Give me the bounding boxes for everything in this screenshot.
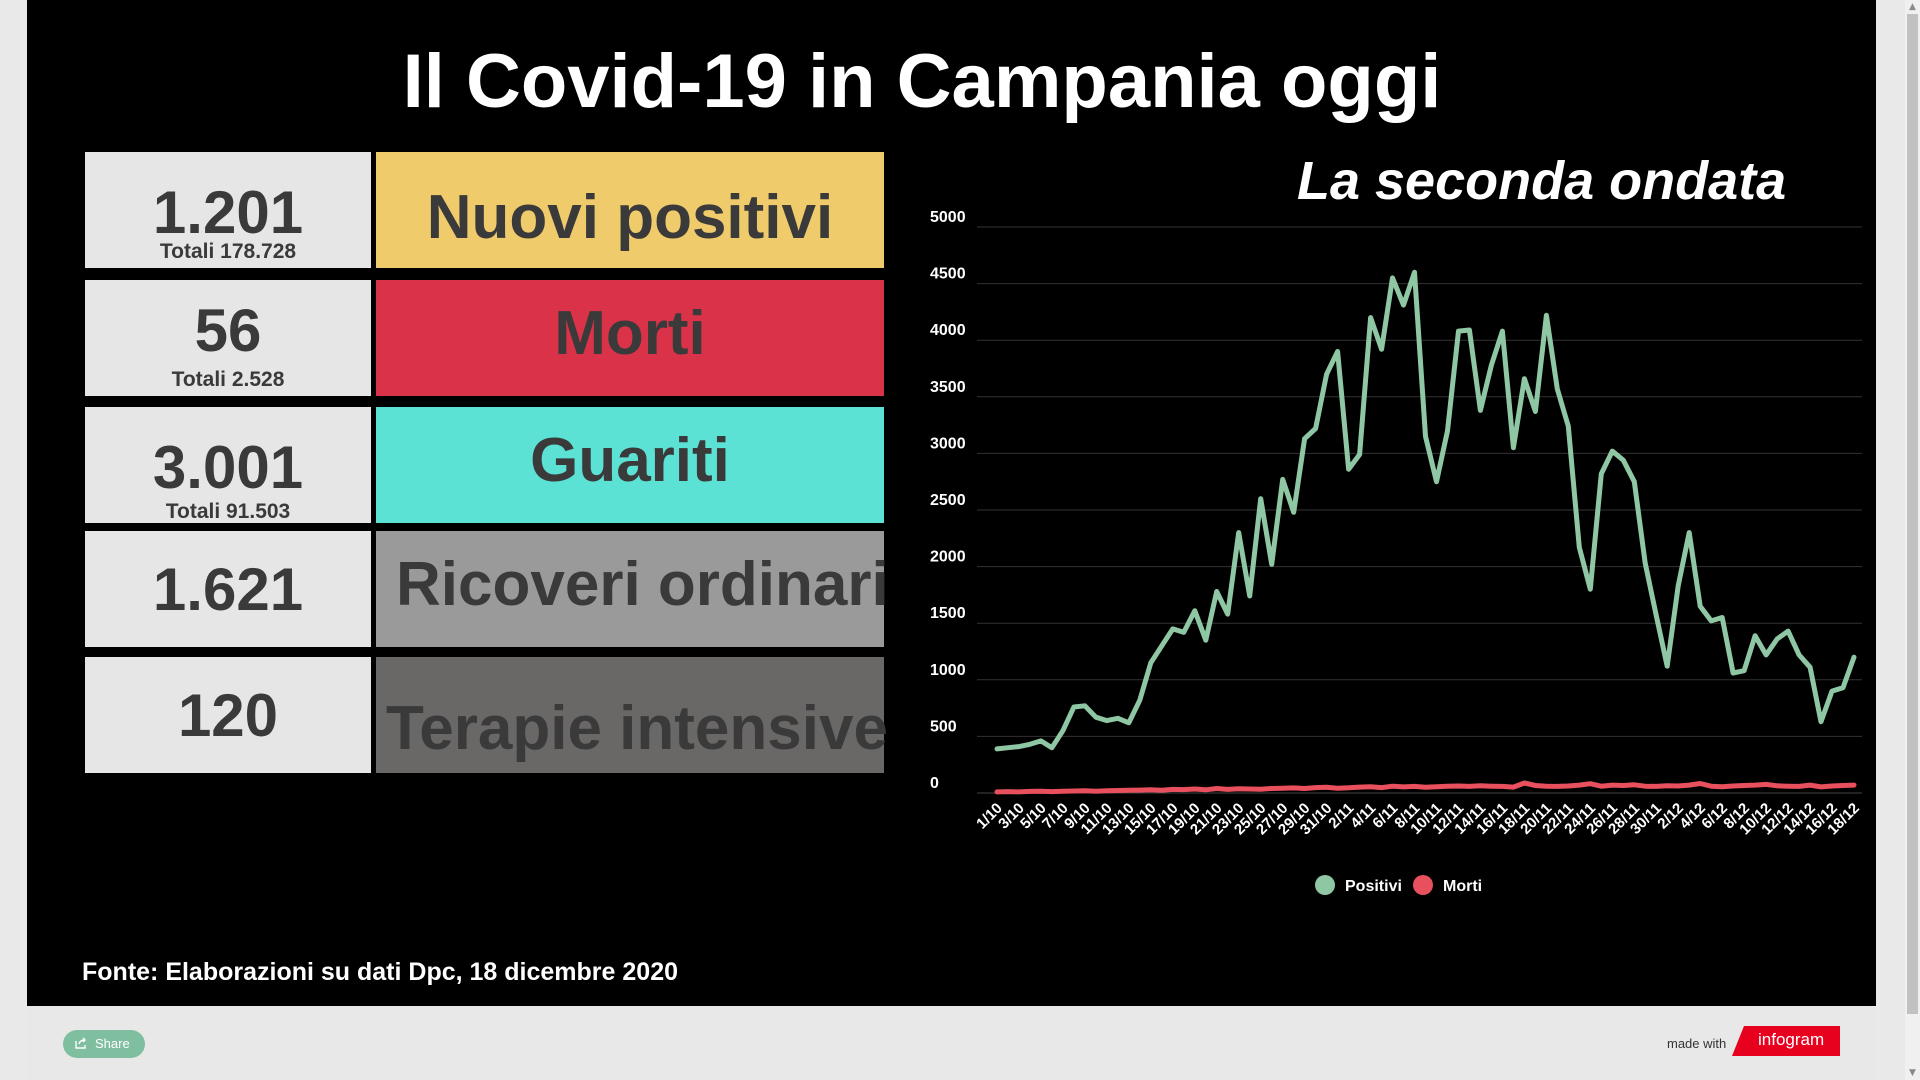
y-tick-label: 0 [930, 775, 939, 792]
source-note: Fonte: Elaborazioni su dati Dpc, 18 dice… [82, 958, 678, 986]
page-title: Il Covid-19 in Campania oggi [402, 39, 1442, 124]
line-chart: 0 500 1000 1500 2000 2500 3000 3500 4000 4500 5000… [930, 209, 1863, 895]
stat-label: Guariti [530, 426, 730, 495]
stat-label: Nuovi positivi [426, 183, 834, 252]
stat-value-box-morti: 56 Totali 2.528 [85, 280, 371, 396]
stat-label-box-nuovi-positivi: Nuovi positivi [376, 152, 884, 268]
stat-label-box-terapie: Terapie intensive [376, 657, 888, 773]
legend-label-positivi: Positivi [1345, 878, 1402, 895]
stat-total: Totali 178.728 [159, 240, 297, 263]
stat-total: Totali 2.528 [171, 368, 285, 391]
stat-value: 1.201 [152, 179, 304, 246]
y-tick-label: 1000 [930, 662, 966, 679]
made-with-text: made with [1667, 1036, 1727, 1051]
scrollbar-thumb[interactable] [1907, 14, 1918, 1014]
stat-label-box-guariti: Guariti [376, 407, 884, 523]
stat-value: 56 [194, 297, 262, 364]
share-label: Share [95, 1036, 130, 1051]
y-tick-label: 1500 [930, 605, 966, 622]
y-tick-label: 3000 [930, 435, 966, 452]
footer-bar: Share made with infogram [27, 1006, 1876, 1080]
infogram-logo[interactable]: infogram [1732, 1026, 1840, 1056]
y-tick-label: 4000 [930, 322, 966, 339]
stat-total: Totali 91.503 [165, 500, 291, 523]
chart-title: La seconda ondata [1297, 151, 1787, 211]
stat-value: 120 [177, 682, 279, 749]
y-tick-label: 2000 [930, 549, 966, 566]
scroll-down-arrow-icon[interactable]: ▼ [1909, 1068, 1916, 1078]
y-tick-label: 2500 [930, 492, 966, 509]
stat-label: Ricoveri ordinari [396, 550, 889, 619]
stat-label: Morti [554, 299, 706, 368]
stat-value: 1.621 [152, 556, 304, 623]
scroll-up-arrow-icon[interactable]: ▲ [1909, 2, 1916, 12]
page-frame-left [0, 0, 27, 1080]
series-line-positivi [994, 269, 1857, 752]
share-button[interactable]: Share [63, 1030, 145, 1058]
stat-label: Terapie intensive [386, 694, 888, 763]
y-tick-label: 4500 [930, 266, 966, 283]
stat-label-box-morti: Morti [376, 280, 884, 396]
stat-value-box-terapie: 120 [85, 657, 371, 773]
stat-value: 3.001 [152, 434, 304, 501]
legend-label-morti: Morti [1443, 878, 1482, 895]
stat-label-box-ricoveri: Ricoveri ordinari [376, 531, 889, 647]
infogram-brand: infogram [1758, 1030, 1825, 1049]
page-frame-right [1876, 0, 1905, 1080]
y-tick-label: 500 [930, 718, 957, 735]
stat-value-box-guariti: 3.001 Totali 91.503 [85, 407, 371, 523]
infographic-canvas: Il Covid-19 in Campania oggi 1.201 Total… [27, 0, 1876, 1006]
stat-value-box-nuovi-positivi: 1.201 Totali 178.728 [85, 152, 371, 268]
y-tick-label: 3500 [930, 379, 966, 396]
stat-value-box-ricoveri: 1.621 [85, 531, 371, 647]
series-line-morti [994, 780, 1857, 795]
legend-marker-morti [1413, 875, 1433, 895]
y-tick-label: 5000 [930, 209, 966, 226]
legend-marker-positivi [1315, 875, 1335, 895]
share-icon [75, 1037, 86, 1049]
